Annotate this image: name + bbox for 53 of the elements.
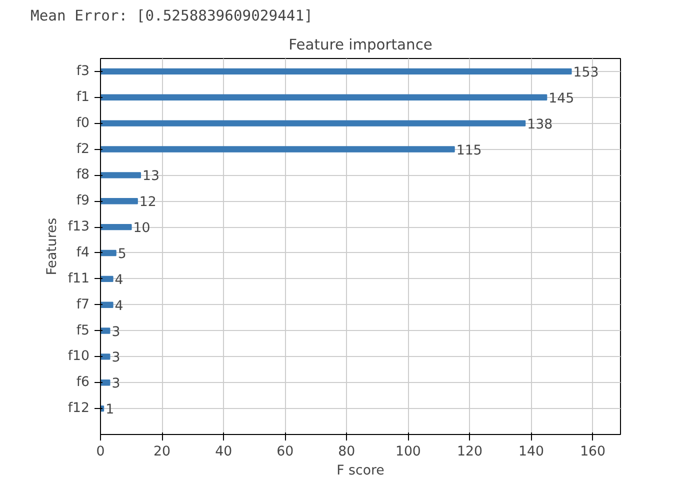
data-label: 5 <box>118 246 126 262</box>
bar <box>100 354 110 360</box>
bar <box>100 94 548 100</box>
bar <box>100 120 526 126</box>
chart-title: Feature importance <box>288 36 432 54</box>
text: Mean Error: [0.5258839609029441] <box>30 8 313 24</box>
x-tick-label: 160 <box>580 444 606 460</box>
data-label: 4 <box>114 298 124 314</box>
data-label: 10 <box>133 221 150 236</box>
x-tick-label: 20 <box>154 444 171 460</box>
y-tick-label: f2 <box>76 142 90 157</box>
y-tick-label: f9 <box>76 194 90 209</box>
data-label: 138 <box>527 117 553 132</box>
y-tick-label: f8 <box>76 168 90 183</box>
data-label: 12 <box>139 195 156 210</box>
y-tick-label: f7 <box>76 297 90 312</box>
x-tick-label: 120 <box>457 444 482 460</box>
bar <box>100 198 138 204</box>
y-tick-label: f11 <box>68 271 90 286</box>
x-tick-label: 0 <box>96 444 105 460</box>
data-label: 115 <box>456 143 482 158</box>
data-label: 13 <box>142 169 160 184</box>
data-label: 3 <box>112 376 120 392</box>
y-tick-label: f3 <box>76 64 90 79</box>
x-tick-label: 100 <box>395 444 421 460</box>
bar <box>100 172 141 178</box>
x-tick-label: 60 <box>276 444 294 460</box>
bar <box>100 146 455 152</box>
data-label: 145 <box>548 91 574 106</box>
y-tick-label: f6 <box>76 375 90 390</box>
y-tick-label: f10 <box>68 349 90 364</box>
x-tick-label: 80 <box>338 444 356 460</box>
bar <box>100 302 114 308</box>
data-label: 3 <box>112 324 120 340</box>
data-label: 1 <box>106 402 114 418</box>
y-axis-title: Features <box>44 218 60 276</box>
bar <box>100 328 110 334</box>
x-tick-label: 140 <box>518 444 544 460</box>
y-tick-label: f0 <box>76 116 90 131</box>
bar <box>100 68 572 75</box>
y-tick-label: f1 <box>76 90 90 105</box>
bar <box>100 250 116 256</box>
x-axis-title: F score <box>336 464 384 478</box>
data-label: 4 <box>114 272 124 288</box>
y-tick-label: f13 <box>68 220 90 235</box>
y-tick-label: f12 <box>68 401 90 416</box>
y-tick-label: f4 <box>76 245 90 260</box>
data-label: 3 <box>112 350 120 366</box>
y-tick-label: f5 <box>76 323 90 338</box>
bar <box>100 224 132 230</box>
x-tick-label: 40 <box>215 444 232 460</box>
data-label: 153 <box>573 65 599 80</box>
bar <box>100 276 114 282</box>
